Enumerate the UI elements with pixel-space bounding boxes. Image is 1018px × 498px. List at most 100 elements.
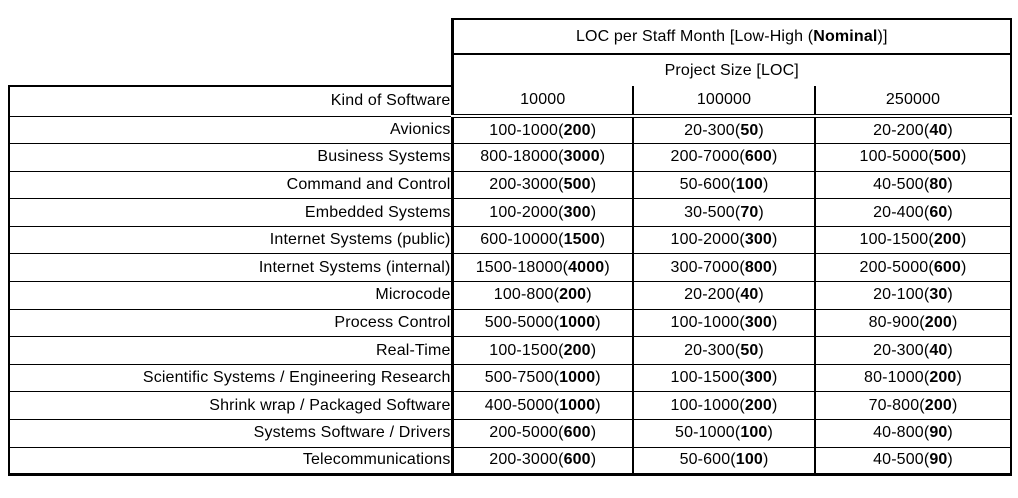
paren-open: ( [558, 341, 564, 359]
loc-nominal: 40 [740, 286, 759, 304]
loc-range: 100-2000 [670, 231, 740, 249]
loc-range: 80-900 [868, 313, 920, 331]
paren-close: ) [590, 203, 597, 221]
loc-nominal: 300 [563, 203, 591, 221]
loc-cell-size-100000: 20-300(50) [633, 116, 816, 145]
paren-close: ) [590, 424, 597, 442]
kind-of-software-cell: Internet Systems (public) [8, 226, 454, 255]
paren-open: ( [553, 313, 560, 331]
loc-nominal: 200 [563, 121, 591, 139]
loc-nominal: 40 [929, 341, 948, 359]
paren-open: ( [558, 424, 564, 442]
title-row: LOC per Staff Month [Low-High (Nominal)] [9, 18, 1012, 55]
table-row: Telecommunications 200-3000(600) 50-600(… [8, 447, 1012, 477]
paren-open: ( [739, 369, 745, 387]
paren-open: ( [558, 121, 564, 139]
loc-cell-size-100000: 20-300(50) [633, 336, 816, 365]
loc-cell-size-100000: 100-1000(200) [633, 391, 816, 421]
loc-range: 800-18000 [480, 148, 559, 166]
table-row: Internet Systems (public) 600-10000(1500… [8, 226, 1012, 255]
paren-close: ) [947, 424, 953, 442]
loc-cell-size-10000: 100-1500(200) [450, 336, 634, 365]
paren-open: ( [739, 148, 745, 166]
loc-nominal: 1000 [559, 396, 596, 414]
loc-nominal: 600 [933, 258, 961, 276]
paren-open: ( [919, 313, 925, 331]
size-column-100000: 100000 [633, 86, 816, 118]
paren-open: ( [923, 121, 930, 139]
paren-close: ) [947, 203, 953, 221]
paren-close: ) [762, 175, 769, 193]
paren-open: ( [923, 369, 930, 387]
loc-range: 500-7500 [484, 369, 554, 387]
loc-range: 100-1000 [670, 396, 740, 414]
table-row: Avionics 100-1000(200) 20-300(50) 20-200… [8, 116, 1012, 145]
paren-close: ) [595, 313, 601, 331]
paren-close: ) [590, 341, 597, 359]
paren-close: ) [599, 231, 606, 249]
paren-close: ) [595, 369, 601, 387]
paren-close: ) [771, 396, 778, 414]
table-row: Process Control 500-5000(1000) 100-1000(… [8, 309, 1012, 338]
loc-nominal: 200 [559, 286, 587, 304]
paren-close: ) [590, 451, 597, 469]
project-size-row: Project Size [LOC] [9, 54, 1012, 86]
loc-range: 500-5000 [484, 313, 554, 331]
table-row: Internet Systems (internal) 1500-18000(4… [8, 253, 1012, 283]
loc-nominal: 200 [924, 396, 952, 414]
paren-close: ) [947, 121, 953, 139]
table-row: Microcode 100-800(200) 20-200(40) 20-100… [8, 281, 1012, 310]
loc-cell-size-10000: 500-5000(1000) [450, 309, 634, 338]
loc-cell-size-100000: 200-7000(600) [633, 143, 816, 172]
paren-open: ( [558, 451, 564, 469]
paren-open: ( [553, 396, 560, 414]
paren-close: ) [960, 148, 967, 166]
loc-nominal: 300 [744, 313, 772, 331]
table-row: Embedded Systems 100-2000(300) 30-500(70… [8, 198, 1012, 227]
loc-cell-size-100000: 100-1000(300) [633, 309, 816, 338]
table-body: Avionics 100-1000(200) 20-300(50) 20-200… [8, 116, 1012, 477]
loc-cell-size-100000: 100-2000(300) [633, 226, 816, 255]
paren-open: ( [923, 175, 930, 193]
loc-cell-size-10000: 400-5000(1000) [450, 391, 634, 421]
kind-of-software-header: Kind of Software [8, 85, 454, 117]
paren-open: ( [739, 258, 745, 276]
table-row: Systems Software / Drivers 200-5000(600)… [8, 419, 1012, 448]
loc-range: 70-800 [868, 396, 920, 414]
loc-nominal: 200 [929, 369, 957, 387]
loc-nominal: 1000 [559, 313, 596, 331]
loc-range: 100-1500 [859, 231, 929, 249]
kind-of-software-cell: Shrink wrap / Packaged Software [8, 391, 454, 421]
loc-nominal: 100 [740, 424, 768, 442]
size-column-10000: 10000 [450, 86, 634, 118]
paren-close: ) [758, 286, 764, 304]
loc-nominal: 70 [740, 203, 759, 221]
kind-of-software-cell: Process Control [8, 309, 454, 338]
loc-nominal: 1500 [563, 231, 600, 249]
paren-open: ( [558, 175, 564, 193]
kind-of-software-cell: Command and Control [8, 171, 454, 200]
paren-open: ( [558, 231, 564, 249]
loc-cell-size-250000: 40-500(80) [815, 171, 1012, 200]
loc-range: 80-1000 [864, 369, 924, 387]
kind-of-software-cell: Internet Systems (internal) [8, 253, 454, 283]
loc-range: 400-5000 [484, 396, 554, 414]
loc-range: 100-2000 [489, 203, 559, 221]
paren-close: ) [762, 451, 769, 469]
loc-range: 20-300 [684, 341, 735, 359]
loc-range: 50-600 [679, 451, 731, 469]
table-row: Real-Time 100-1500(200) 20-300(50) 20-30… [8, 336, 1012, 365]
kind-of-software-cell: Scientific Systems / Engineering Researc… [8, 364, 454, 393]
loc-range: 300-7000 [670, 258, 740, 276]
paren-close: ) [947, 341, 953, 359]
loc-range: 20-100 [873, 286, 924, 304]
loc-cell-size-10000: 100-2000(300) [450, 198, 634, 227]
loc-range: 100-1000 [670, 313, 740, 331]
loc-range: 100-1500 [489, 341, 559, 359]
paren-open: ( [739, 313, 745, 331]
loc-nominal: 60 [929, 203, 948, 221]
loc-cell-size-10000: 200-3000(600) [450, 447, 634, 477]
loc-range: 20-300 [684, 121, 735, 139]
loc-nominal: 800 [744, 258, 772, 276]
loc-nominal: 200 [924, 313, 952, 331]
